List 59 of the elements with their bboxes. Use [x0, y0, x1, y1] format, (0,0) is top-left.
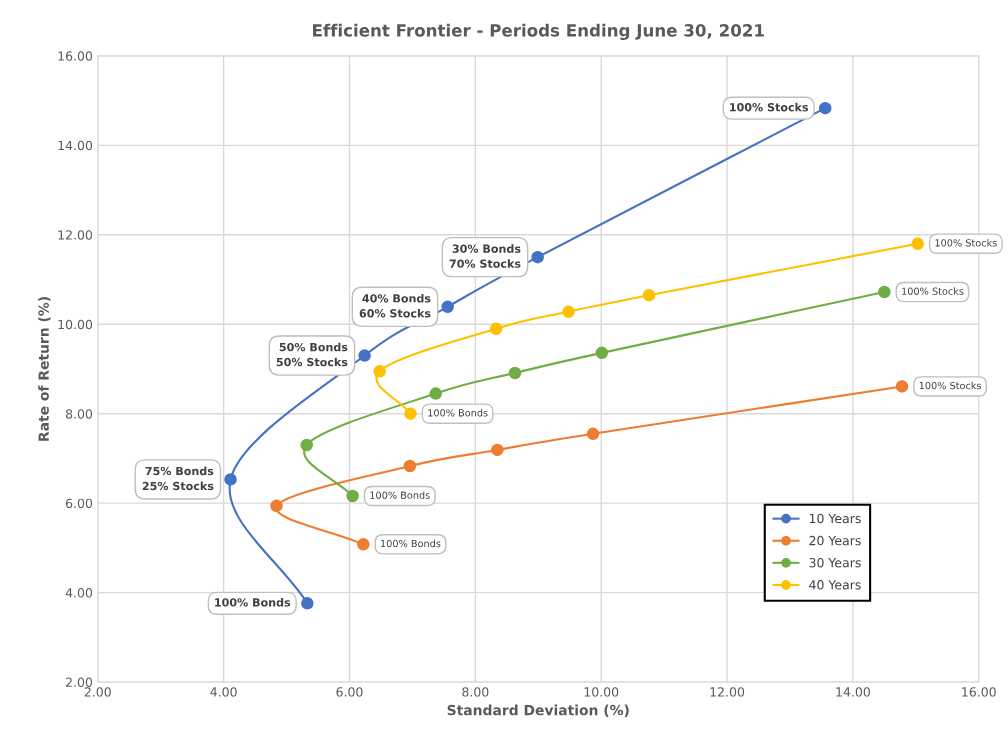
annotation: 100% Stocks — [730, 102, 809, 112]
annotation: 100% Bonds — [381, 539, 441, 548]
legend-label: 10 Years — [809, 513, 861, 524]
annotation: 100% Stocks — [902, 287, 964, 295]
y-axis-title: Rate of Return (%) — [38, 297, 51, 441]
point — [508, 366, 522, 380]
y-tick-label: 10.00 — [58, 319, 93, 330]
point — [300, 438, 313, 452]
point — [489, 322, 503, 335]
y-tick-label: 2.00 — [66, 677, 93, 688]
point — [224, 473, 237, 486]
point — [818, 101, 832, 115]
x-tick-label: 6.00 — [336, 687, 363, 697]
point — [911, 237, 924, 250]
x-tick-label: 8.00 — [462, 687, 489, 697]
point — [878, 285, 891, 299]
point — [373, 364, 386, 378]
point — [301, 597, 314, 610]
point — [562, 305, 575, 318]
y-tick-label: 14.00 — [58, 140, 93, 151]
chart-title: Efficient Frontier - Periods Ending June 30, 2021 — [313, 23, 764, 41]
legend-label: 20 Years — [809, 535, 861, 546]
y-tick-label: 4.00 — [65, 588, 93, 598]
point — [642, 288, 656, 302]
point — [531, 250, 544, 264]
annotation: 40% Bonds 60% Stocks — [359, 293, 431, 318]
legend-label: 40 Years — [809, 580, 861, 590]
point — [441, 300, 454, 314]
x-axis-title: Standard Deviation (%) — [447, 704, 629, 717]
point — [403, 459, 417, 473]
point — [270, 499, 283, 513]
annotation: 100% Bonds — [370, 491, 430, 499]
annotation: 100% Bonds — [215, 597, 291, 607]
x-tick-label: 4.00 — [210, 687, 237, 697]
point — [357, 538, 370, 551]
y-tick-label: 12.00 — [58, 230, 93, 240]
annotation: 100% Stocks — [919, 381, 982, 390]
x-tick-label: 14.00 — [836, 687, 870, 697]
annotation: 100% Bonds — [428, 409, 488, 417]
x-tick-label: 2.00 — [84, 687, 111, 697]
x-tick-label: 16.00 — [962, 687, 996, 697]
point — [491, 443, 504, 457]
point — [895, 380, 909, 393]
x-tick-label: 12.00 — [710, 687, 745, 697]
point — [586, 427, 600, 441]
point — [358, 349, 371, 362]
y-tick-label: 8.00 — [65, 409, 93, 419]
point — [346, 489, 359, 503]
y-tick-label: 6.00 — [65, 498, 93, 509]
annotation: 100% Stocks — [935, 239, 997, 247]
annotation: 50% Bonds 50% Stocks — [276, 342, 348, 367]
point — [595, 346, 609, 360]
legend-label: 30 Years — [809, 557, 861, 568]
annotation: 75% Bonds 25% Stocks — [142, 466, 214, 491]
annotation: 30% Bonds 70% Stocks — [449, 244, 521, 268]
point — [404, 407, 417, 420]
point — [429, 387, 442, 400]
x-tick-label: 10.00 — [584, 687, 619, 697]
y-tick-label: 16.00 — [58, 51, 93, 61]
